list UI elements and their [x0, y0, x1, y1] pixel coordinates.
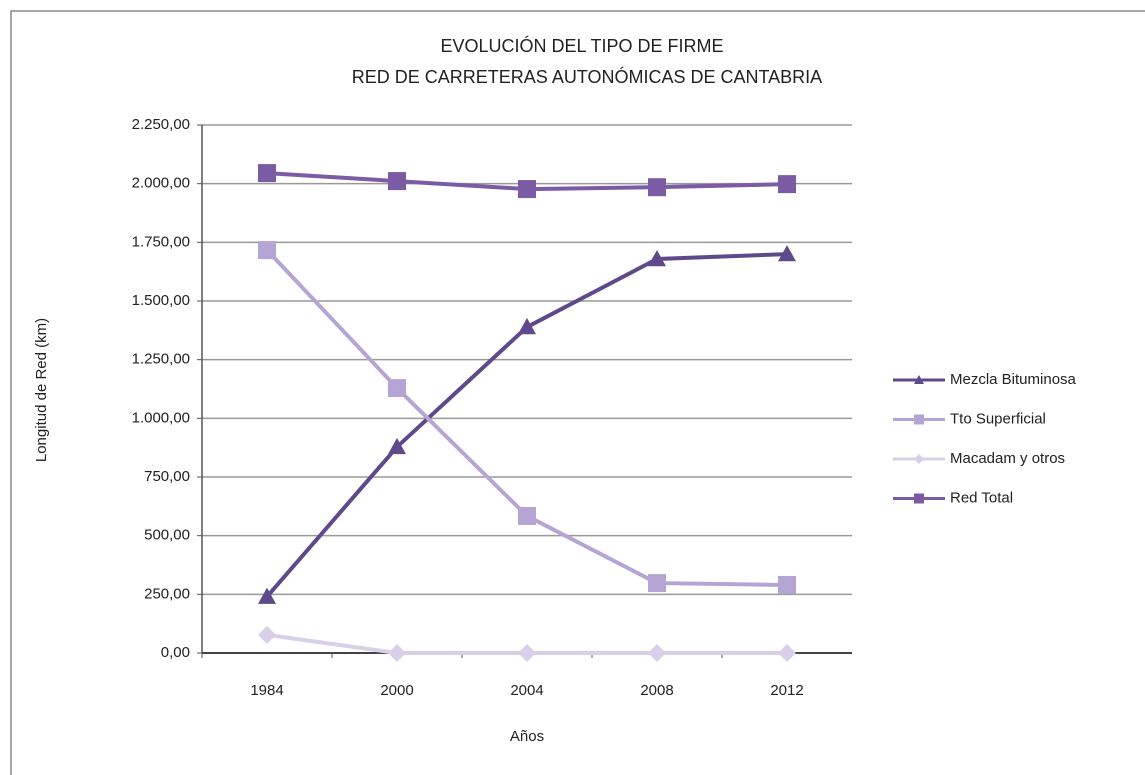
y-tick-label: 750,00	[144, 468, 190, 485]
data-point	[518, 180, 536, 199]
data-point	[518, 506, 536, 525]
y-axis-title: Longitud de Red (km)	[33, 318, 50, 462]
y-tick-label: 500,00	[144, 527, 190, 544]
data-point	[388, 437, 406, 455]
legend-marker	[914, 454, 924, 464]
data-point	[778, 575, 796, 594]
y-tick-label: 1.500,00	[132, 292, 190, 309]
y-tick-label: 2.250,00	[132, 116, 190, 133]
data-point	[518, 318, 536, 335]
x-tick-label: 1984	[250, 682, 283, 699]
legend-marker	[914, 414, 924, 425]
x-axis-title: Años	[510, 728, 544, 745]
data-point	[648, 644, 666, 662]
y-tick-label: 250,00	[144, 585, 190, 602]
legend-label: Red Total	[950, 489, 1013, 506]
x-tick-label: 2008	[640, 682, 673, 699]
chart-title: RED DE CARRETERAS AUTONÓMICAS DE CANTABR…	[352, 66, 822, 87]
legend-label: Tto Superficial	[950, 410, 1046, 427]
data-point	[388, 379, 406, 398]
y-tick-label: 1.000,00	[132, 409, 190, 426]
legend-marker	[914, 375, 924, 384]
legend-label: Mezcla Bituminosa	[950, 371, 1077, 388]
chart-title: EVOLUCIÓN DEL TIPO DE FIRME	[440, 35, 723, 56]
chart-frame	[10, 10, 1145, 775]
data-point	[778, 175, 796, 194]
data-point	[258, 625, 276, 644]
data-point	[648, 178, 666, 197]
legend-marker	[914, 493, 924, 504]
x-tick-label: 2000	[380, 682, 413, 699]
data-point	[258, 587, 276, 604]
x-tick-label: 2004	[510, 682, 543, 699]
y-tick-label: 1.250,00	[132, 351, 190, 368]
data-point	[778, 245, 796, 262]
legend-label: Macadam y otros	[950, 450, 1065, 467]
y-tick-label: 1.750,00	[132, 233, 190, 250]
data-point	[648, 249, 666, 267]
data-point	[388, 644, 406, 662]
data-point	[648, 574, 666, 593]
data-point	[778, 644, 796, 662]
data-point	[258, 164, 276, 183]
data-point	[258, 241, 276, 260]
y-tick-label: 2.000,00	[132, 175, 190, 192]
data-point	[518, 644, 536, 662]
y-tick-label: 0,00	[161, 644, 190, 661]
data-point	[388, 172, 406, 191]
x-tick-label: 2012	[770, 682, 803, 699]
